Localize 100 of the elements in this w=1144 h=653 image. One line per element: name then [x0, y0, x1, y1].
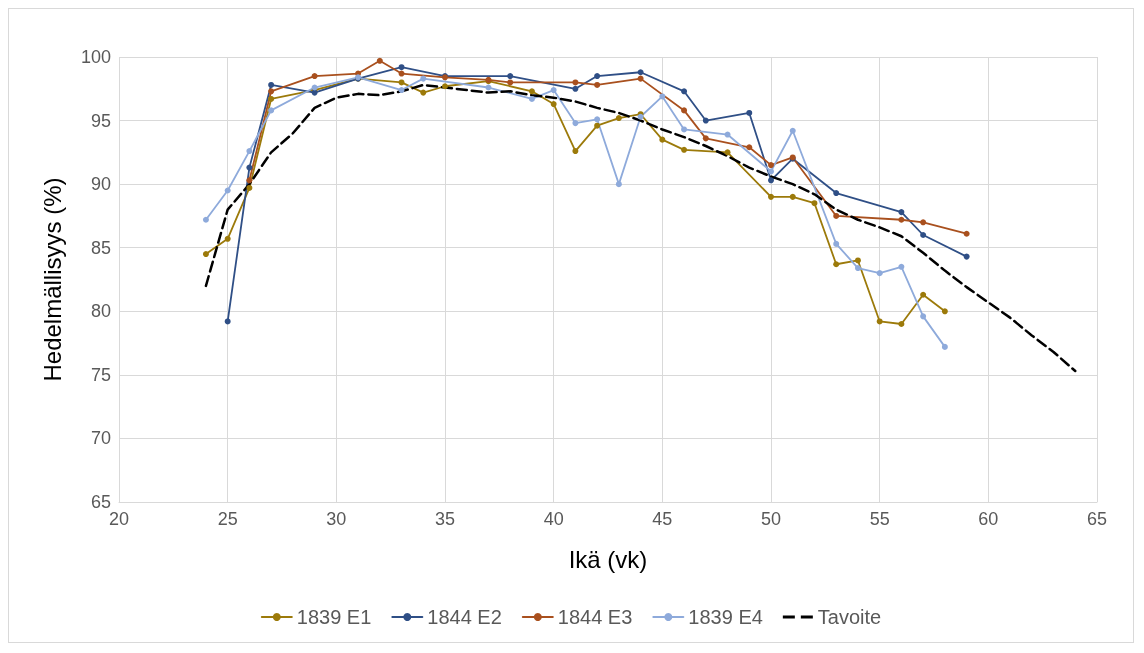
point — [681, 126, 688, 133]
x-tick-label: 60 — [978, 509, 999, 529]
point — [572, 148, 579, 155]
point — [941, 343, 948, 350]
legend-label: Tavoite — [817, 606, 882, 628]
x-tick-label: 55 — [869, 509, 890, 529]
point — [268, 95, 275, 102]
point — [854, 265, 861, 272]
point — [920, 219, 927, 226]
legend-label: 1844 E2 — [427, 606, 502, 628]
point — [920, 291, 927, 298]
point — [811, 200, 818, 207]
y-tick-label: 100 — [80, 47, 111, 67]
point — [789, 127, 796, 134]
point — [963, 253, 970, 260]
y-tick-label: 75 — [90, 364, 111, 385]
point — [681, 146, 688, 153]
point — [507, 73, 514, 80]
point — [528, 88, 535, 95]
point — [768, 177, 774, 184]
point — [268, 88, 275, 95]
point — [224, 235, 231, 242]
point — [420, 89, 427, 96]
point — [528, 95, 535, 102]
point — [572, 85, 579, 92]
x-tick-label: 45 — [652, 509, 673, 529]
x-tick-label: 35 — [434, 509, 456, 529]
point — [854, 257, 861, 264]
x-tick-label: 40 — [543, 509, 564, 529]
point — [746, 144, 753, 151]
point — [789, 193, 796, 200]
point — [637, 69, 644, 76]
point — [398, 87, 405, 94]
point — [311, 73, 318, 80]
y-tick-label: 85 — [90, 237, 111, 258]
legend-label: 1839 E4 — [688, 606, 763, 628]
point — [876, 270, 883, 277]
point — [833, 261, 840, 268]
point — [398, 64, 405, 71]
point — [246, 184, 253, 191]
point — [594, 81, 601, 88]
point — [681, 107, 688, 114]
point — [724, 131, 731, 138]
point — [550, 101, 557, 108]
y-tick-label: 95 — [90, 110, 111, 131]
point — [768, 162, 774, 169]
y-axis-title: Hedelmällisyys (%) — [38, 177, 66, 382]
y-tick-label: 65 — [90, 492, 111, 512]
y-tick-label: 80 — [90, 301, 111, 322]
x-tick-label: 25 — [217, 509, 238, 529]
point — [898, 216, 905, 223]
point — [485, 84, 492, 91]
point — [246, 177, 253, 184]
point — [572, 120, 579, 127]
point — [702, 135, 709, 142]
point — [594, 116, 601, 123]
point — [898, 321, 905, 327]
point — [768, 168, 774, 175]
point — [963, 230, 970, 237]
point — [550, 87, 557, 94]
point — [833, 212, 840, 219]
point — [442, 83, 448, 90]
point — [594, 122, 601, 129]
point — [246, 164, 253, 171]
point — [224, 318, 231, 325]
point — [637, 75, 644, 82]
y-tick-label: 90 — [90, 174, 111, 195]
point — [202, 251, 209, 258]
x-axis-title: Ikä (vk) — [568, 545, 648, 573]
point — [898, 263, 905, 270]
point — [615, 115, 622, 122]
point — [202, 216, 209, 223]
point — [398, 70, 405, 77]
x-tick-label: 50 — [760, 509, 782, 529]
point — [833, 190, 840, 197]
x-tick-label: 65 — [1086, 509, 1108, 529]
point — [920, 232, 927, 238]
legend-label: 1839 E1 — [296, 606, 372, 628]
point — [268, 107, 275, 114]
point — [746, 109, 753, 116]
point — [246, 148, 253, 155]
legend-label: 1844 E3 — [557, 606, 633, 628]
point — [659, 93, 666, 100]
x-tick-label: 30 — [326, 509, 347, 529]
point — [702, 117, 709, 124]
point — [572, 79, 579, 86]
point — [876, 318, 883, 325]
point — [920, 313, 927, 320]
point — [833, 240, 840, 247]
point — [507, 79, 514, 86]
point — [268, 81, 275, 88]
point — [594, 73, 601, 80]
point — [615, 181, 622, 188]
point — [768, 193, 774, 200]
point — [398, 79, 405, 86]
y-tick-label: 70 — [90, 428, 111, 449]
point — [659, 136, 666, 143]
point — [681, 88, 688, 95]
point — [420, 75, 427, 82]
point — [898, 209, 905, 216]
